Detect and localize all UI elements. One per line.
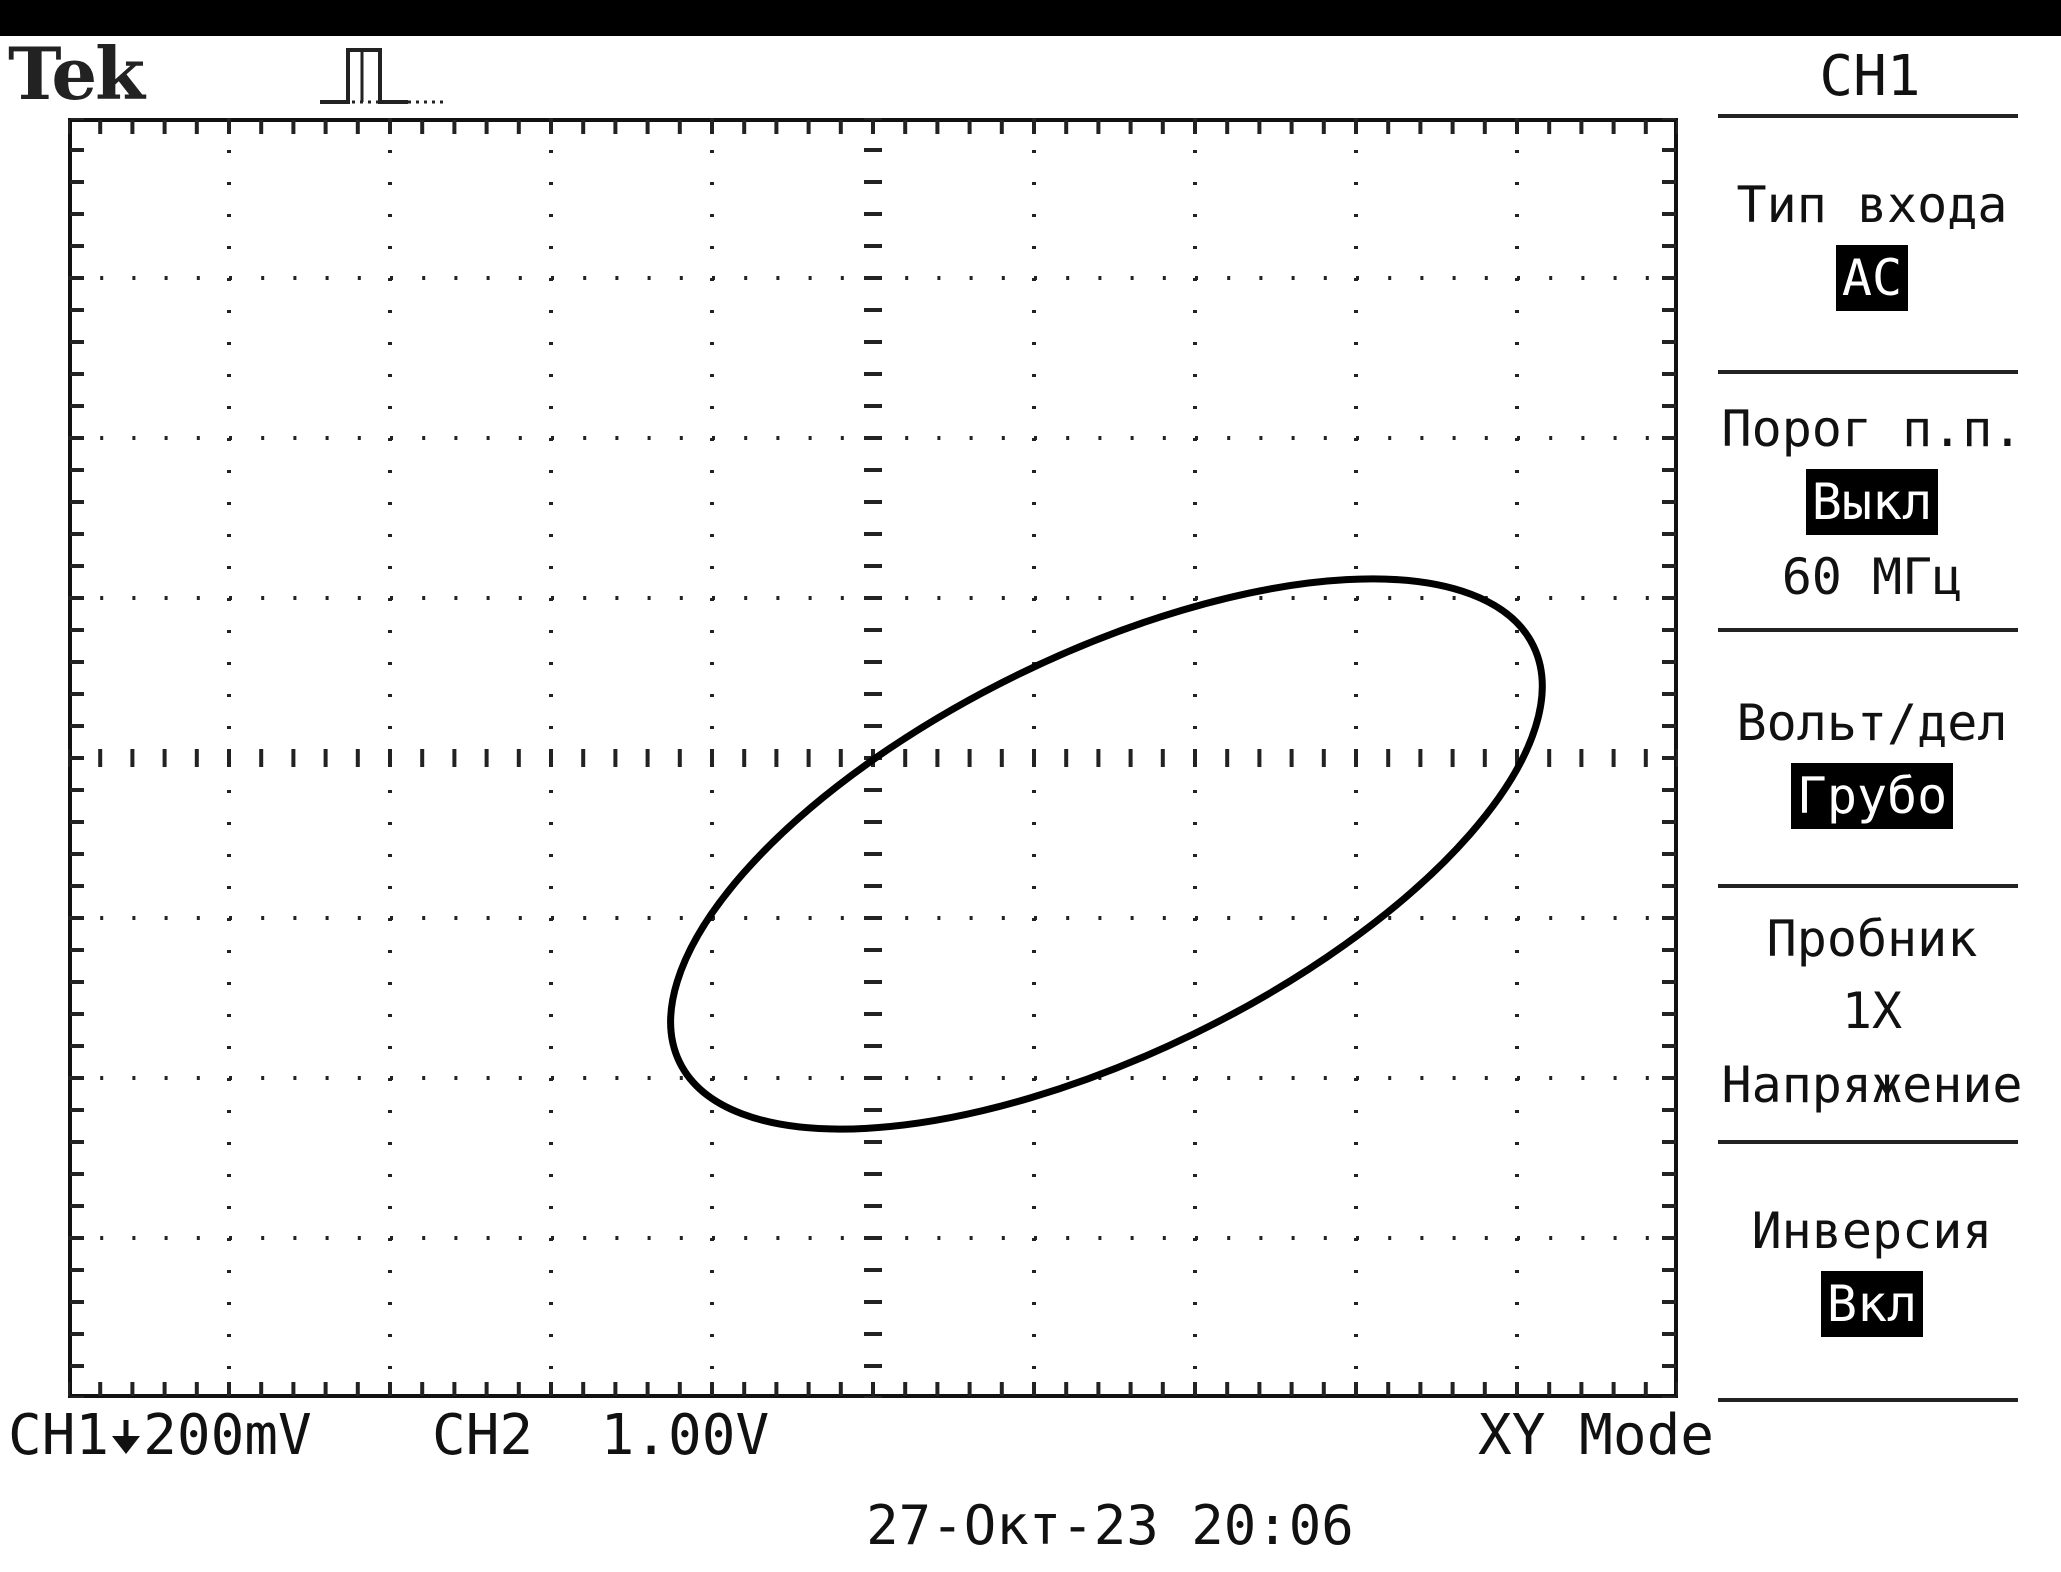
volts-div-value: Грубо bbox=[1790, 763, 1954, 829]
top-bar bbox=[0, 0, 2061, 36]
ch2-label: CH2 bbox=[432, 1403, 534, 1468]
display-mode: XY Mode bbox=[1478, 1403, 1715, 1468]
ch2-status: CH2 1.00V bbox=[432, 1398, 769, 1474]
menu-divider bbox=[1718, 370, 2018, 374]
brand-logo: Tek bbox=[8, 31, 145, 116]
probe-label: Пробник bbox=[1766, 910, 1978, 968]
ch2-scale: 1.00V bbox=[600, 1403, 770, 1468]
ground-arrow-icon bbox=[112, 1420, 141, 1454]
volts-div-label: Вольт/дел bbox=[1736, 694, 2008, 752]
menu-divider bbox=[1718, 114, 2018, 118]
graticule-grid bbox=[68, 118, 1678, 1398]
invert-label: Инверсия bbox=[1751, 1202, 1993, 1260]
ch1-label: CH1 bbox=[8, 1403, 110, 1468]
probe-type: Напряжение bbox=[1721, 1056, 2023, 1114]
menu-volts-div[interactable]: Вольт/дел Грубо bbox=[1708, 688, 2036, 834]
ch1-scale: 200mV bbox=[143, 1403, 312, 1468]
menu-divider bbox=[1718, 628, 2018, 632]
menu-divider bbox=[1718, 1398, 2018, 1402]
coupling-label: Тип входа bbox=[1736, 176, 2008, 234]
menu-divider bbox=[1718, 1140, 2018, 1144]
lissajous-ellipse bbox=[667, 575, 1546, 1133]
menu-divider bbox=[1718, 884, 2018, 888]
probe-attenuation: 1X bbox=[1841, 982, 1903, 1040]
menu-coupling[interactable]: Тип входа AC bbox=[1708, 170, 2036, 316]
channel-menu-title: CH1 bbox=[1819, 44, 1921, 109]
coupling-value: AC bbox=[1835, 245, 1909, 311]
bandwidth-value: Выкл bbox=[1805, 469, 1939, 535]
menu-probe[interactable]: Пробник 1X Напряжение bbox=[1708, 904, 2036, 1122]
bandwidth-frequency: 60 МГц bbox=[1781, 548, 1963, 606]
pulse-trigger-icon bbox=[320, 48, 446, 104]
oscilloscope-display bbox=[68, 118, 1678, 1398]
menu-bandwidth-limit[interactable]: Порог п.п. Выкл 60 МГц bbox=[1708, 394, 2036, 614]
date-time: 27-Окт-23 20:06 bbox=[866, 1494, 1354, 1557]
invert-value: Вкл bbox=[1820, 1271, 1924, 1337]
xy-trace bbox=[667, 575, 1546, 1133]
ch1-status: CH1 200mV bbox=[8, 1398, 312, 1474]
bandwidth-label: Порог п.п. bbox=[1721, 400, 2023, 458]
menu-invert[interactable]: Инверсия Вкл bbox=[1708, 1196, 2036, 1342]
